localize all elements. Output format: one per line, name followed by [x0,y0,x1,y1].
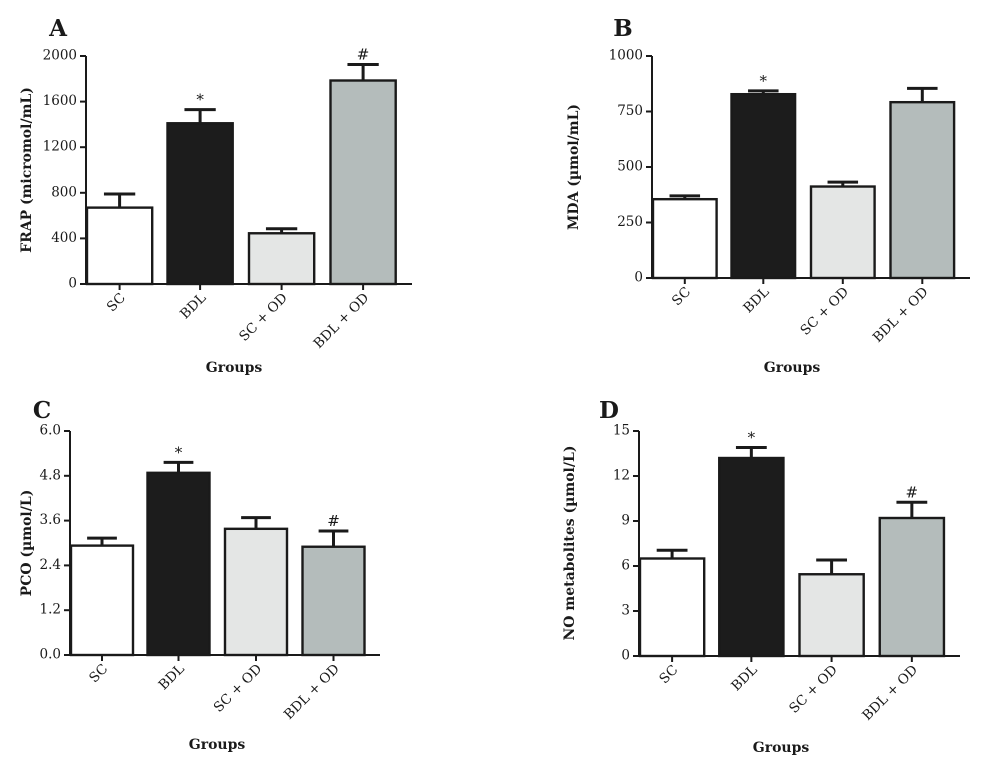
error-bar [163,460,194,473]
x-tick-label: BDL + OD [311,290,373,352]
error-bar [816,558,848,575]
panel-letter: A [48,15,68,42]
bar [651,197,718,280]
y-tick-label: 800 [51,184,77,200]
chart-panel: B SC * BDL SC + OD BDL + OD 0 250 500 750 1000 MDA … [566,15,970,376]
y-tick-label: 0 [621,648,630,664]
x-tick-label: SC [656,662,681,687]
y-tick-label: 1600 [43,93,77,109]
y-tick-label: 3.6 [40,512,61,528]
x-axis-title: Groups [189,737,246,753]
bar [166,122,234,286]
y-tick-label: 4.8 [40,467,61,483]
x-tick-label: BDL [740,284,772,316]
bar [798,573,865,658]
x-tick-label: SC + OD [797,284,852,339]
bar [223,527,289,657]
y-tick-label: 6.0 [40,423,61,439]
bar [247,232,316,286]
error-bar [347,63,379,81]
significance-mark: # [327,512,340,530]
x-tick-label: BDL [728,662,760,694]
y-tick-label: 15 [613,423,630,439]
y-tick-label: 3 [621,603,630,619]
error-bar [103,192,136,208]
significance-mark: * [748,429,756,447]
significance-mark: * [196,91,204,109]
y-axis-title: NO metabolites (µmol/L) [562,446,578,641]
y-axis-title: PCO (µmol/L) [19,490,35,597]
bar [889,100,956,280]
y-tick-label: 2.4 [40,557,61,573]
y-tick-label: 0 [68,276,77,292]
x-tick-label: BDL + OD [281,661,343,723]
x-tick-label: SC [104,290,129,315]
y-axis-title: FRAP (micromol/mL) [19,87,35,253]
significance-mark: * [760,72,768,90]
error-bar [748,89,779,95]
x-tick-label: SC + OD [786,662,841,717]
x-tick-label: BDL [155,661,187,693]
error-bar [87,536,117,546]
x-tick-label: BDL + OD [859,662,921,724]
y-tick-label: 12 [613,468,630,484]
bar [730,92,797,280]
x-tick-label: SC + OD [236,290,291,345]
y-axis-title: MDA (µmol/mL) [566,104,582,230]
x-tick-label: BDL [177,290,209,322]
y-tick-label: 6 [621,558,630,574]
bar [329,79,397,286]
y-tick-label: 500 [617,159,643,175]
y-tick-label: 0.0 [40,647,61,663]
x-tick-label: BDL + OD [870,284,932,346]
bar [301,545,366,657]
significance-mark: # [906,483,919,501]
y-tick-label: 0 [634,270,643,286]
error-bar [318,529,349,547]
x-tick-label: SC + OD [211,661,266,716]
bar [146,471,211,657]
bar [85,206,154,286]
bar [718,456,785,658]
bar [878,516,946,658]
y-tick-label: 1.2 [40,602,61,618]
error-bar [907,86,938,103]
chart-panel: D SC * BDL SC + OD # BDL + OD 0 3 6 9 12 15 NO metabo… [562,397,960,756]
error-bar [265,227,298,234]
x-tick-label: SC [86,661,111,686]
panel-letter: C [33,397,51,424]
panel-letter: B [613,15,632,42]
chart-panel: A SC * BDL SC + OD # BDL + OD 0 400 800 1200 1600 20… [19,15,412,376]
error-bar [896,500,928,518]
y-tick-label: 9 [621,513,630,529]
bar [809,185,876,280]
bar [638,557,706,658]
error-bar [656,548,688,559]
chart-panel: C SC * BDL SC + OD # BDL + OD 0.0 1.2 2.4 3.6 4.8 6.… [19,397,380,753]
bar [69,544,135,657]
significance-mark: * [175,443,183,461]
y-tick-label: 750 [617,103,643,119]
y-tick-label: 400 [51,230,77,246]
y-tick-label: 1200 [43,139,77,155]
x-axis-title: Groups [753,740,810,756]
x-axis-title: Groups [206,360,263,376]
error-bar [827,180,859,187]
error-bar [735,446,767,458]
panel-letter: D [599,397,619,424]
y-tick-label: 250 [617,214,643,230]
significance-mark: # [357,46,370,64]
x-tick-label: SC [669,284,694,309]
error-bar [241,516,271,529]
y-tick-label: 2000 [43,48,77,64]
error-bar [184,108,216,124]
y-tick-label: 1000 [609,48,643,64]
error-bar [669,194,701,200]
x-axis-title: Groups [764,360,821,376]
